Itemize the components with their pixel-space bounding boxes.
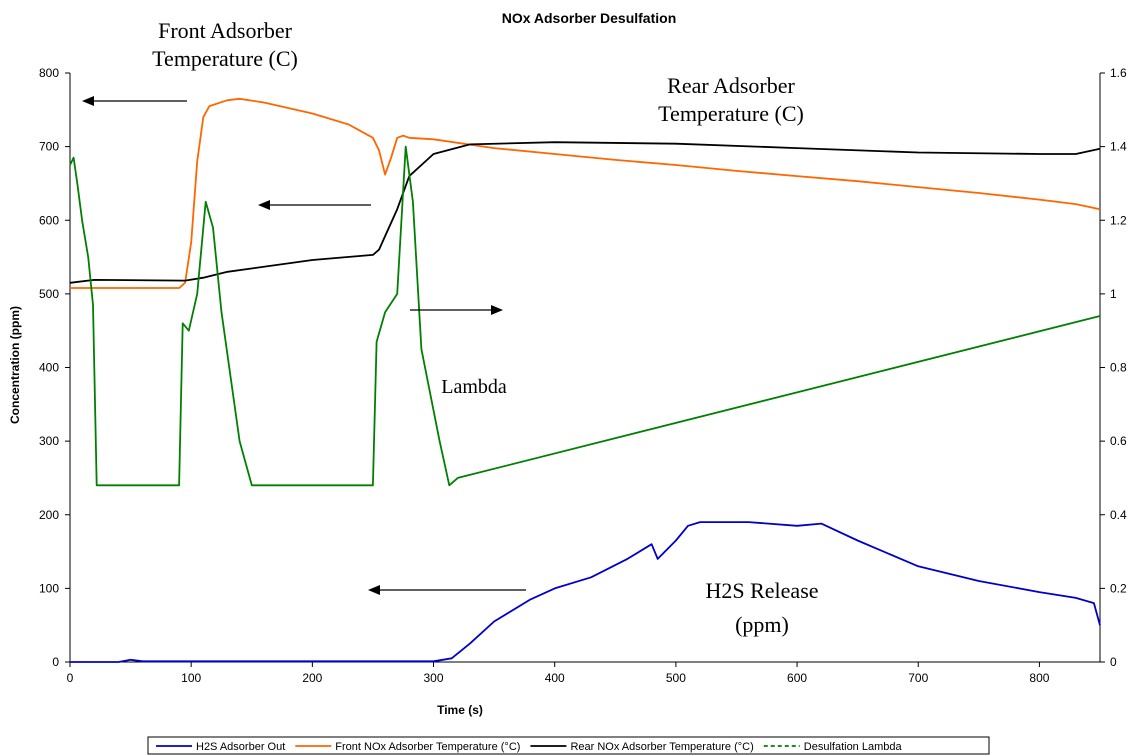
annotation-rear-temp-line2: Temperature (C) xyxy=(658,101,804,126)
y2-tick-label: 0.8 xyxy=(1110,361,1127,375)
y-tick-label: 0 xyxy=(52,655,59,669)
y-tick-label: 400 xyxy=(39,361,59,375)
y2-tick-label: 0.2 xyxy=(1110,581,1127,595)
x-tick-label: 500 xyxy=(666,671,686,685)
series-group xyxy=(70,99,1100,662)
annotation-h2s-line2: (ppm) xyxy=(735,612,789,637)
series-line-2 xyxy=(70,142,1100,283)
y-tick-label: 700 xyxy=(39,140,59,154)
y2-tick-label: 1.2 xyxy=(1110,213,1127,227)
x-tick-label: 800 xyxy=(1029,671,1049,685)
x-tick-label: 200 xyxy=(302,671,322,685)
annotation-lambda: Lambda xyxy=(441,376,507,398)
arrow-h2s-left xyxy=(368,585,526,595)
annotation-arrows xyxy=(82,96,526,595)
y2-tick-label: 1.4 xyxy=(1110,140,1127,154)
annotation-rear-temp: Rear Adsorber Temperature (C) xyxy=(658,73,804,126)
series-line-3 xyxy=(70,147,1100,486)
y-tick-label: 300 xyxy=(39,434,59,448)
annotation-front-temp: Front Adsorber Temperature (C) xyxy=(152,18,298,71)
annotation-front-temp-line2: Temperature (C) xyxy=(152,46,298,71)
arrow-rear-temp-left xyxy=(258,200,371,210)
series-line-0 xyxy=(70,522,1100,662)
x-tick-label: 0 xyxy=(67,671,74,685)
y-tick-label: 800 xyxy=(39,66,59,80)
y2-tick-label: 1.6 xyxy=(1110,66,1127,80)
legend-label-2: Rear NOx Adsorber Temperature (°C) xyxy=(570,741,753,753)
annotation-h2s: H2S Release (ppm) xyxy=(705,578,818,637)
y-axis-title: Concentration (ppm) xyxy=(8,306,22,424)
annotation-h2s-line1: H2S Release xyxy=(705,578,818,603)
legend-label-0: H2S Adsorber Out xyxy=(196,741,285,753)
arrow-lambda-right xyxy=(410,305,503,315)
y2-tick-label: 0.6 xyxy=(1110,434,1127,448)
annotation-front-temp-line1: Front Adsorber xyxy=(158,18,293,43)
tick-labels: 0 100 200 300 400 500 600 700 800 0 100 200 300 400 50… xyxy=(39,66,1127,685)
y2-tick-label: 0 xyxy=(1110,655,1117,669)
series-line-1 xyxy=(70,99,1100,288)
x-tick-label: 100 xyxy=(181,671,201,685)
legend-label-1: Front NOx Adsorber Temperature (°C) xyxy=(335,741,520,753)
annotation-rear-temp-line1: Rear Adsorber xyxy=(667,73,795,98)
x-axis-title: Time (s) xyxy=(437,703,483,717)
arrow-front-temp-left xyxy=(82,96,187,106)
axes xyxy=(65,73,1105,667)
y-tick-label: 500 xyxy=(39,287,59,301)
y2-tick-label: 1 xyxy=(1110,287,1117,301)
x-tick-label: 400 xyxy=(545,671,565,685)
y-tick-label: 200 xyxy=(39,508,59,522)
y-tick-label: 100 xyxy=(39,581,59,595)
chart-title: NOx Adsorber Desulfation xyxy=(502,10,677,26)
x-tick-label: 700 xyxy=(908,671,928,685)
y2-tick-label: 0.4 xyxy=(1110,508,1127,522)
legend-label-3: Desulfation Lambda xyxy=(804,741,903,753)
y-tick-label: 600 xyxy=(39,213,59,227)
x-tick-label: 300 xyxy=(424,671,444,685)
x-tick-label: 600 xyxy=(787,671,807,685)
legend: H2S Adsorber Out Front NOx Adsorber Tempe… xyxy=(148,737,989,754)
